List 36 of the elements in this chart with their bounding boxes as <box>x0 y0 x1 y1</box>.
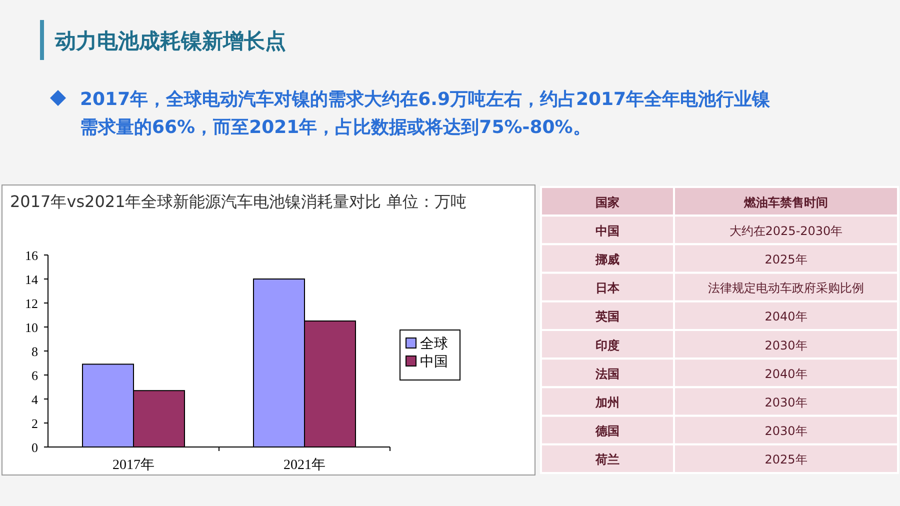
y-tick-label: 4 <box>32 392 38 407</box>
category-label: 挪威 <box>596 252 620 266</box>
text: 法律规定电动车政府采购比例 <box>708 281 864 296</box>
y-tick-label: 2 <box>32 416 38 431</box>
text: 2017年，全球电动汽车对镍的需求大约在6.9万吨左右，约占2017年全年电池行业镍需求量的66%，而至2021年，占比数据或将达到75%-80%。 <box>80 89 772 138</box>
category-label: 加州 <box>596 396 620 410</box>
y-tick-label: 10 <box>25 320 38 335</box>
y-tick-label: 14 <box>25 272 38 287</box>
text: 2030年 <box>764 396 808 410</box>
chart-title: 2017年vs2021年全球新能源汽车电池镍消耗量对比 单位：万吨 <box>10 192 466 211</box>
y-tick-label: 12 <box>25 296 38 311</box>
category-label: 国家 <box>596 195 620 210</box>
legend-label: 中国 <box>420 354 448 370</box>
category-label: 法国 <box>596 366 620 381</box>
y-tick-label: 0 <box>32 440 38 455</box>
category-label: 日本 <box>596 281 620 296</box>
text: 2030年 <box>764 338 808 352</box>
text: 2025年 <box>764 452 808 467</box>
text: 2030年 <box>764 424 808 438</box>
category-label: 燃油车禁售时间 <box>743 195 828 210</box>
text: 2040年 <box>764 366 808 381</box>
category-label: 德国 <box>596 424 620 438</box>
text: 2040年 <box>764 310 808 324</box>
category-label: 荷兰 <box>596 452 620 467</box>
text: 动力电池成耗镍新增长点 <box>54 29 286 53</box>
legend-label: 全球 <box>420 336 448 352</box>
y-tick-label: 8 <box>32 344 38 359</box>
category-label: 英国 <box>596 310 620 324</box>
x-tick-label: 2017年 <box>112 457 154 473</box>
category-label: 中国 <box>596 224 620 238</box>
y-tick-label: 16 <box>25 248 38 263</box>
text: 大约在2025-2030年 <box>729 224 843 238</box>
category-label: 印度 <box>596 338 620 352</box>
x-tick-label: 2021年 <box>284 457 326 473</box>
text: 2025年 <box>764 252 808 266</box>
y-tick-label: 6 <box>32 368 38 383</box>
